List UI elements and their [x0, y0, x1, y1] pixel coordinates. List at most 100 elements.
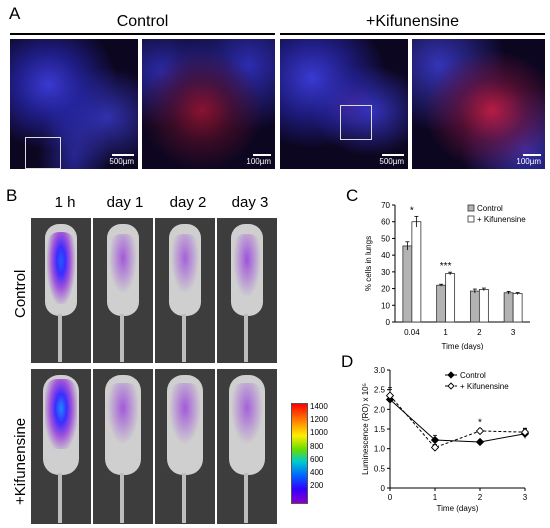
- y-tick-label: 50: [381, 234, 390, 243]
- data-point: [475, 426, 485, 436]
- colorbar-ticks: 1400 1200 1000 800 600 400 200: [310, 400, 328, 492]
- y-tick-label: 2.5: [374, 386, 386, 395]
- data-point: [430, 443, 440, 452]
- colorbar-tick: 1000: [310, 428, 328, 438]
- significance-marker: *: [410, 205, 414, 216]
- x-tick-label: 0.04: [404, 328, 420, 337]
- bioluminescence-image-control-day2: [155, 218, 215, 363]
- y-tick-label: 20: [381, 285, 390, 294]
- timepoint-label-1h: 1 h: [54, 194, 76, 211]
- bar-kifunensine: [478, 289, 489, 323]
- x-axis-label: Time (days): [442, 342, 484, 350]
- panel-c-letter: C: [346, 186, 359, 205]
- colorbar-tick: 1200: [310, 415, 328, 425]
- colorbar-tick: 1400: [310, 402, 328, 411]
- legend-marker: [447, 382, 455, 390]
- y-tick-label: 1.5: [374, 425, 386, 434]
- micrograph-kif-low-mag: 500µm: [280, 39, 408, 169]
- legend-swatch: [467, 215, 475, 223]
- bioluminescence-image-control-day3: [217, 218, 277, 363]
- y-tick-label: 60: [381, 218, 390, 227]
- colorbar-tick: 400: [310, 468, 324, 478]
- bioluminescence-image-kif-day3: [217, 369, 277, 524]
- colorbar-tick: 600: [310, 454, 324, 464]
- inset-box: [25, 137, 61, 169]
- y-axis-label: Luminescence (RO) x 10⁵: [361, 383, 370, 475]
- panel-a-group-kifunensine: +Kifunensine: [366, 13, 459, 30]
- y-tick-label: 10: [381, 301, 390, 310]
- x-axis-label: Time (days): [437, 504, 479, 513]
- bar-kifunensine: [411, 221, 422, 323]
- y-tick-label: 3.0: [374, 366, 386, 375]
- scale-label: 100µm: [246, 157, 271, 166]
- series-line-control: [389, 399, 526, 443]
- y-tick-label: 1.0: [374, 445, 386, 454]
- micrograph-kif-high-mag: 100µm: [412, 39, 545, 169]
- legend-label: + Kifunensine: [477, 215, 526, 224]
- y-tick-label: 0.5: [374, 464, 386, 473]
- bar-control: [469, 290, 480, 323]
- legend-label: + Kifunensine: [460, 382, 509, 391]
- x-tick-label: 1: [443, 328, 448, 337]
- colorbar-tick: 200: [310, 481, 324, 491]
- series-line-kifunensine: [389, 395, 526, 449]
- legend-label: Control: [460, 371, 486, 380]
- x-tick-label: 3: [511, 328, 516, 337]
- significance-marker: *: [478, 418, 482, 429]
- data-point: [385, 391, 395, 400]
- bar-control: [503, 292, 514, 323]
- bioluminescence-image-kif-day1: [93, 369, 153, 524]
- legend-marker: [447, 371, 455, 379]
- panel-b-letter: B: [6, 186, 18, 205]
- scale-bar-100um: 100µm: [241, 154, 271, 166]
- y-tick-label: 2.0: [374, 405, 386, 414]
- bar-control: [436, 284, 447, 323]
- legend-label: Control: [477, 204, 503, 213]
- row-label-kifunensine: +Kifunensine: [12, 417, 29, 505]
- y-axis-label: % cells in lungs: [364, 236, 373, 291]
- significance-marker: ***: [440, 261, 452, 272]
- bioluminescence-image-control-1h: [31, 218, 91, 363]
- y-tick-label: 0: [381, 484, 386, 493]
- panel-a-kif-underline: [280, 33, 545, 35]
- x-tick-label: 2: [477, 328, 482, 337]
- timepoint-label-day3: day 3: [231, 194, 269, 211]
- inset-box: [340, 105, 372, 140]
- micrograph-control-low-mag: 500µm: [10, 39, 138, 169]
- bioluminescence-image-kif-1h: [31, 369, 91, 524]
- scale-bar-100um: 100µm: [511, 154, 541, 166]
- data-point: [520, 428, 530, 437]
- x-tick-label: 2: [478, 493, 483, 502]
- y-tick-label: 30: [381, 268, 390, 277]
- y-tick-label: 40: [381, 251, 390, 260]
- x-tick-label: 0: [388, 493, 393, 502]
- panel-a-group-control: Control: [116, 13, 169, 30]
- bioluminescence-image-kif-day2: [155, 369, 215, 524]
- panel-d-letter: D: [341, 352, 354, 371]
- panel-a-control-underline: [10, 33, 275, 35]
- row-label-control: Control: [12, 269, 29, 318]
- bar-kifunensine: [445, 273, 456, 323]
- scale-label: 500µm: [109, 157, 134, 166]
- scale-bar-500um: 500µm: [104, 154, 134, 166]
- x-tick-label: 3: [523, 493, 528, 502]
- legend-swatch: [467, 204, 475, 212]
- line-chart-luminescence: 0 0.5 1.0 1.5 2.0 2.5 3.0 0 1 2 3 Luminescence (RO)…: [361, 366, 530, 513]
- scale-label: 500µm: [379, 157, 404, 166]
- x-tick-label: 1: [433, 493, 438, 502]
- y-tick-label: 0: [386, 318, 391, 327]
- panel-a-letter: A: [9, 4, 21, 23]
- bar-chart-cells-in-lungs: 0 10 20 30 40 50 60 70 % cells in lungs Time (day…: [364, 201, 530, 350]
- bar-kifunensine: [512, 293, 523, 323]
- scale-label: 100µm: [516, 157, 541, 166]
- scale-bar-500um: 500µm: [374, 154, 404, 166]
- micrograph-control-high-mag: 100µm: [142, 39, 275, 169]
- colorbar: [291, 403, 308, 504]
- bar-control: [402, 245, 413, 323]
- data-point: [475, 437, 485, 447]
- y-tick-label: 70: [381, 201, 390, 210]
- timepoint-label-day2: day 2: [169, 194, 207, 211]
- bioluminescence-image-control-day1: [93, 218, 153, 363]
- timepoint-label-day1: day 1: [106, 194, 144, 211]
- colorbar-tick: 800: [310, 441, 324, 451]
